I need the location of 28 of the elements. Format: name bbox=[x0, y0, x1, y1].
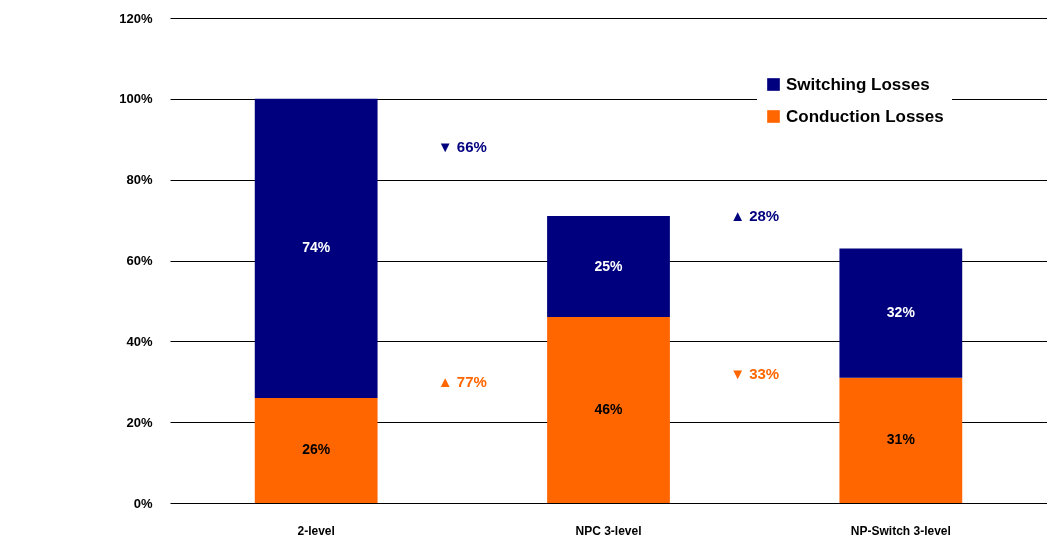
x-tick-label: 2-level bbox=[297, 523, 335, 538]
y-tick-label: 60% bbox=[126, 253, 153, 268]
y-tick-label: 100% bbox=[119, 91, 153, 107]
data-label: 25% bbox=[594, 257, 624, 274]
y-tick-label: 0% bbox=[133, 495, 153, 511]
bar bbox=[839, 248, 963, 378]
y-tick-label: 20% bbox=[126, 414, 153, 430]
annotation: ▼ 33% bbox=[730, 364, 780, 382]
y-tick-label: 80% bbox=[126, 172, 153, 188]
bar bbox=[547, 216, 670, 318]
annotation: ▲ 77% bbox=[437, 372, 487, 390]
annotation: ▼ 66% bbox=[437, 138, 487, 156]
bar bbox=[254, 98, 378, 398]
data-label: 26% bbox=[302, 441, 331, 458]
x-tick-label: NP-Switch 3-level bbox=[850, 523, 951, 538]
annotation: ▲ 28% bbox=[730, 207, 780, 225]
y-tick-label: 120% bbox=[119, 10, 153, 26]
data-label: 46% bbox=[594, 401, 624, 418]
data-label: 31% bbox=[886, 431, 916, 448]
bar bbox=[839, 377, 963, 503]
bar bbox=[547, 317, 670, 503]
bar bbox=[254, 397, 378, 503]
data-label: 74% bbox=[302, 239, 331, 256]
x-tick-label: NPC 3-level bbox=[575, 523, 642, 538]
y-tick-label: 40% bbox=[126, 333, 153, 349]
legend-label: Conduction Losses bbox=[786, 106, 944, 126]
data-label: 32% bbox=[886, 304, 916, 321]
legend-label: Switching Losses bbox=[786, 74, 930, 94]
